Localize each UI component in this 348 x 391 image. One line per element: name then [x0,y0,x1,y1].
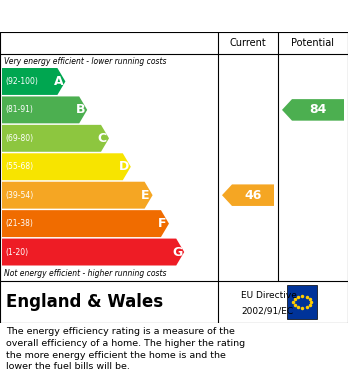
Text: (92-100): (92-100) [5,77,38,86]
Text: (39-54): (39-54) [5,191,33,200]
Polygon shape [222,185,274,206]
Text: C: C [97,132,106,145]
Polygon shape [2,239,184,265]
Polygon shape [2,210,169,237]
Text: (55-68): (55-68) [5,162,33,171]
Text: G: G [172,246,182,258]
Polygon shape [2,153,131,180]
Text: EU Directive: EU Directive [242,291,297,300]
Polygon shape [2,125,109,152]
Text: F: F [158,217,166,230]
Polygon shape [2,97,87,123]
Polygon shape [2,182,153,209]
Text: 46: 46 [244,189,262,202]
Text: (1-20): (1-20) [5,248,28,256]
Bar [287,285,317,319]
Text: 2002/91/EC: 2002/91/EC [242,307,293,316]
Text: (81-91): (81-91) [5,106,33,115]
Text: The energy efficiency rating is a measure of the
overall efficiency of a home. T: The energy efficiency rating is a measur… [6,327,245,371]
Text: Energy Efficiency Rating: Energy Efficiency Rating [14,9,224,23]
Text: D: D [119,160,129,173]
Text: (69-80): (69-80) [5,134,33,143]
Text: Current: Current [230,38,266,48]
Text: England & Wales: England & Wales [6,293,163,311]
Text: (21-38): (21-38) [5,219,33,228]
Text: Potential: Potential [292,38,334,48]
Text: 84: 84 [309,103,327,117]
Text: B: B [76,103,85,117]
Text: Not energy efficient - higher running costs: Not energy efficient - higher running co… [4,269,166,278]
Text: E: E [141,189,150,202]
Text: Very energy efficient - lower running costs: Very energy efficient - lower running co… [4,57,166,66]
Text: A: A [54,75,63,88]
Polygon shape [2,68,65,95]
Polygon shape [282,99,344,121]
